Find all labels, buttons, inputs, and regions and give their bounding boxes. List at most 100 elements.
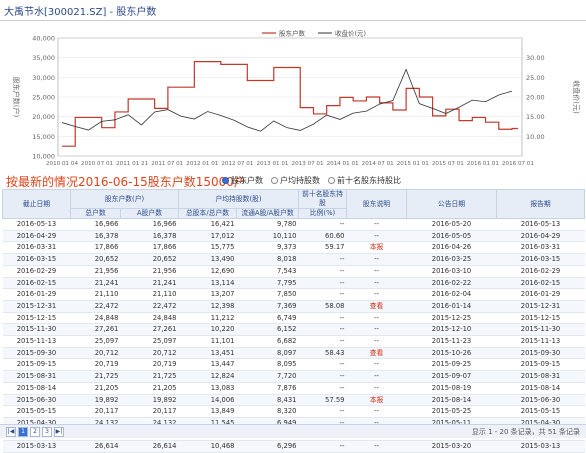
window-title: 大禹节水[300021.SZ] - 股东户数: [4, 7, 157, 18]
total-holders-cell: 17,866: [70, 241, 121, 255]
total-holders-cell: 22,472: [70, 300, 121, 313]
report-period-cell: 2016-05-13: [496, 218, 585, 231]
top10-ratio-cell: --: [298, 358, 347, 372]
note-cell[interactable]: 本报: [346, 241, 407, 255]
col-end-date[interactable]: 截止日期: [2, 189, 71, 219]
left-axis-label: 股东户数(户): [12, 77, 21, 118]
note-cell: --: [346, 358, 407, 372]
table-row[interactable]: 2016-04-29 16,378 16,378 17,012 10,110 60.60-…: [2, 230, 585, 243]
end-date-cell: 2016-05-13: [2, 218, 71, 231]
radio-shareholders[interactable]: 股东户数: [222, 175, 263, 186]
note-cell: --: [346, 312, 407, 325]
series-line-price: [61, 68, 513, 132]
col-top10-ratio[interactable]: 比例(%): [298, 208, 348, 219]
total-holders-cell: 21,241: [70, 277, 121, 290]
table-row[interactable]: 2016-03-15 20,652 20,652 13,490 8,018 -- -- 201…: [2, 253, 585, 266]
top10-ratio-cell: --: [298, 218, 347, 231]
total-per-holder-cell: 15,775: [178, 241, 237, 255]
a-holders-cell: 25,097: [120, 335, 179, 348]
col-report-period[interactable]: 报告期: [496, 189, 586, 219]
x-tick-label: 2010 07 01: [81, 161, 113, 167]
float-per-holder-cell: 7,876: [236, 382, 299, 395]
announce-date-cell: 2015-10-26: [406, 347, 497, 360]
left-tick-label: 40,000: [32, 35, 55, 43]
note-cell[interactable]: 查看: [346, 347, 407, 360]
total-holders-cell: 21,205: [70, 382, 121, 395]
x-tick-label: 2015 01 01: [397, 161, 429, 167]
col-total-holders[interactable]: 总户数: [70, 208, 121, 219]
announce-date-cell: 2016-02-04: [406, 288, 497, 301]
total-per-holder-cell: 13,490: [178, 253, 237, 266]
page-3-button[interactable]: 3: [42, 427, 52, 437]
table-row[interactable]: 2015-08-14 21,205 21,205 13,083 7,876 -- -- 201…: [2, 382, 585, 395]
left-tick-label: 20,000: [32, 113, 55, 121]
float-per-holder-cell: 7,543: [236, 265, 299, 278]
a-holders-cell: 17,866: [120, 241, 179, 255]
table-row[interactable]: 2015-03-13 26,614 26,614 10,468 6,296 -- -- 201…: [2, 440, 585, 453]
table-row[interactable]: 2016-05-13 16,966 16,966 16,421 9,780 -- -- 201…: [2, 218, 585, 231]
total-per-holder-cell: 13,451: [178, 347, 237, 360]
x-tick-label: 2015 07 01: [432, 161, 464, 167]
col-total-per-holder[interactable]: 总股本/总户数: [178, 208, 238, 219]
end-date-cell: 2016-04-29: [2, 230, 71, 243]
report-period-cell: 2016-04-29: [496, 230, 585, 243]
top10-ratio-cell: --: [298, 405, 347, 418]
table-row[interactable]: 2015-05-15 20,117 20,117 13,849 8,320 -- -- 201…: [2, 405, 585, 418]
table-row[interactable]: 2015-06-30 19,892 19,892 14,006 8,431 57.59 本报…: [2, 394, 585, 407]
announce-date-cell: 2015-05-25: [406, 405, 497, 418]
table-row[interactable]: 2015-09-30 20,712 20,712 13,451 8,097 58.43 查看…: [2, 347, 585, 360]
record-count: 显示 1 - 20 条记录，共 51 条记录: [471, 428, 580, 436]
float-per-holder-cell: 7,720: [236, 370, 299, 383]
float-per-holder-cell: 7,850: [236, 288, 299, 301]
top10-ratio-cell: --: [298, 288, 347, 301]
total-per-holder-cell: 12,398: [178, 300, 237, 313]
table-row[interactable]: 2016-02-29 21,956 21,956 12,690 7,543 -- -- 201…: [2, 265, 585, 278]
table-row[interactable]: 2015-12-31 22,472 22,472 12,398 7,369 58.08 查看…: [2, 300, 585, 313]
report-period-cell: 2015-08-14: [496, 382, 585, 395]
a-holders-cell: 21,110: [120, 288, 179, 301]
a-holders-cell: 27,261: [120, 323, 179, 337]
total-per-holder-cell: 13,114: [178, 277, 237, 290]
shareholder-chart: 股东户数 收盘价(元) 40,00035,00030,00025,00020,00…: [12, 29, 581, 168]
col-a-holders[interactable]: A股户数: [119, 208, 180, 219]
table-row[interactable]: 2015-11-30 27,261 27,261 10,220 6,152 -- -- 201…: [2, 323, 585, 337]
page-1-button[interactable]: 1: [18, 427, 28, 437]
top10-ratio-cell: --: [298, 265, 347, 278]
table-row[interactable]: 2015-09-15 20,719 20,719 13,447 8,095 -- -- 201…: [2, 358, 585, 372]
table-row[interactable]: 2016-03-31 17,866 17,866 15,775 9,373 59.17 本报…: [2, 241, 585, 255]
a-holders-cell: 26,614: [120, 440, 179, 453]
note-cell: --: [346, 382, 407, 395]
table-row[interactable]: 2015-11-13 25,097 25,097 11,101 6,682 -- -- 201…: [2, 335, 585, 348]
table-row[interactable]: 2016-01-29 21,110 21,110 13,207 7,850 -- -- 201…: [2, 288, 585, 301]
a-holders-cell: 24,848: [120, 312, 179, 325]
total-holders-cell: 19,892: [70, 394, 121, 407]
report-period-cell: 2015-12-15: [496, 312, 585, 325]
announce-date-cell: 2015-09-25: [406, 358, 497, 372]
total-holders-cell: 20,652: [70, 253, 121, 266]
table-row[interactable]: 2015-08-31 21,725 21,725 12,824 7,720 -- -- 201…: [2, 370, 585, 383]
last-page-button[interactable]: ▶|: [54, 427, 64, 437]
a-holders-cell: 20,117: [120, 405, 179, 418]
float-per-holder-cell: 6,749: [236, 312, 299, 325]
first-page-button[interactable]: |◀: [6, 427, 16, 437]
headline-text: 按最新的情况2016-06-15股东户数15000户: [6, 175, 246, 189]
note-cell[interactable]: 本报: [346, 394, 407, 407]
a-holders-cell: 22,472: [120, 300, 179, 313]
right-tick-label: 10.00: [526, 133, 545, 141]
col-announce-date[interactable]: 公告日期: [406, 189, 498, 219]
page-2-button[interactable]: 2: [30, 427, 40, 437]
total-holders-cell: 24,848: [70, 312, 121, 325]
table-row[interactable]: 2016-02-15 21,241 21,241 13,114 7,795 -- -- 201…: [2, 277, 585, 290]
announce-date-cell: 2015-09-07: [406, 370, 497, 383]
end-date-cell: 2016-03-15: [2, 253, 71, 266]
total-holders-cell: 27,261: [70, 323, 121, 337]
radio-top10-ratio[interactable]: 前十名股东持股比: [328, 175, 401, 186]
note-cell[interactable]: 查看: [346, 300, 407, 313]
end-date-cell: 2016-01-29: [2, 288, 71, 301]
end-date-cell: 2015-06-30: [2, 394, 71, 407]
radio-avg-holdings[interactable]: 户均持股数: [271, 175, 320, 186]
col-float-per-holder[interactable]: 流通A股/A股户数: [236, 208, 300, 219]
table-row[interactable]: 2015-12-15 24,848 24,848 11,212 6,749 -- -- 201…: [2, 312, 585, 325]
announce-date-cell: 2015-03-20: [406, 440, 497, 453]
radio-dot-icon: [271, 177, 278, 184]
